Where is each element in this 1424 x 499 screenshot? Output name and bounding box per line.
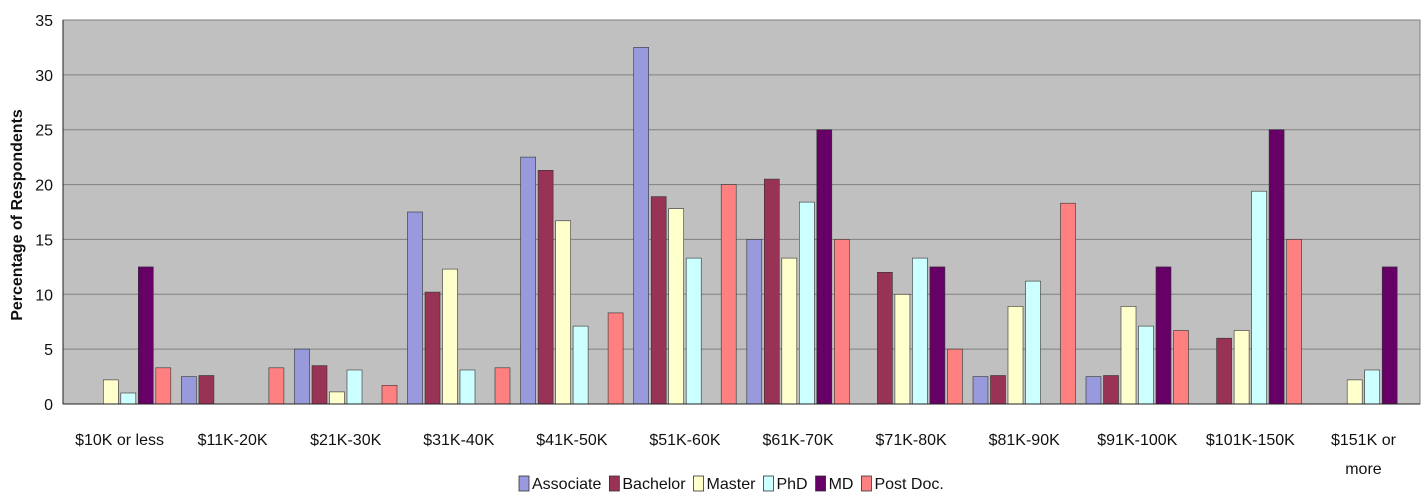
bar [972,376,989,405]
bar [607,312,624,405]
x-tick-label: $51K-60K [649,432,720,449]
bar [1060,202,1076,405]
bar [746,239,763,405]
x-tick-label: $11K-20K [198,432,268,449]
x-tick-label: $101K-150K [1206,432,1295,449]
bar [1346,379,1363,405]
bar [816,129,833,405]
x-tick-label: $31K-40K [423,432,494,449]
x-tick-label: $71K-80K [876,432,947,449]
y-tick-label: 15 [35,232,53,249]
legend-label: Master [707,476,757,493]
bar [877,271,893,405]
x-tick-label: $61K-70K [762,432,833,449]
bar [990,375,1006,405]
legend-swatch [861,475,872,492]
y-tick-label: 0 [44,397,53,414]
bar [1085,376,1102,405]
plot-area [62,19,1421,405]
bar [633,47,650,405]
bar [1155,266,1172,405]
bar [1364,369,1380,405]
x-tick-label: $10K or less [75,432,164,449]
bar [381,384,398,405]
legend-swatch [608,475,620,492]
bar [459,369,476,405]
bar [520,156,536,405]
x-tick-labels: $10K or less $11K-20K $21K-30K $31K-40K $41K… [75,432,1397,478]
bar [181,376,197,405]
bar [138,266,154,405]
bar [442,268,458,405]
bar [555,220,571,405]
y-tick-label: 10 [35,287,53,304]
bar [1286,239,1302,405]
bar [1120,306,1137,405]
bar [494,367,511,405]
bar [311,365,328,405]
y-tick-label: 25 [35,123,53,140]
bar [155,367,172,405]
legend-swatch [763,475,774,492]
legend-label: Associate [532,476,601,493]
bar [1233,330,1250,405]
bar [798,201,815,405]
bar [103,379,119,405]
bar [572,325,589,405]
y-tick-labels: 0 5 10 15 20 25 30 35 [35,13,53,414]
y-tick-label: 35 [35,13,53,30]
bar [329,391,345,405]
bar [763,178,780,405]
x-tick-label: $151K or more [1331,432,1397,478]
bar [685,257,702,405]
legend-label: Post Doc. [874,476,943,493]
gridlines [63,19,1420,350]
legend: Associate Bachelor Master PhD MD Post Doc. [518,475,944,493]
bar [346,369,363,405]
bar [1268,129,1285,405]
bar [1025,280,1041,405]
bar [1138,325,1154,405]
bar [947,348,963,405]
x-tick-label: $81K-90K [989,432,1060,449]
bar [720,184,737,405]
bar [1007,306,1024,405]
x-tick-label: $91K-100K [1097,432,1177,449]
legend-swatch [693,475,704,492]
bar [1216,337,1232,405]
legend-label: MD [829,476,854,493]
bar [294,348,310,405]
bar [537,170,554,405]
x-tick-label: $21K-30K [310,432,381,449]
y-tick-label: 5 [44,342,53,359]
bar [668,208,685,405]
legend-label: PhD [776,476,807,493]
bar [1103,375,1119,405]
bar [120,392,137,405]
bar [929,266,946,405]
x-tick-label: $41K-50K [536,432,607,449]
bar [912,257,928,405]
y-tick-label: 30 [35,68,53,85]
bar [424,291,441,405]
bar [1381,266,1398,405]
legend-label: Bachelor [622,476,686,493]
y-tick-label: 20 [35,178,53,195]
bar [1173,330,1189,405]
bar [894,293,911,405]
bar [1251,190,1267,405]
bar [650,196,667,405]
legend-swatch [815,475,826,492]
bar [781,257,798,405]
bar [198,375,215,405]
bar [833,239,850,405]
y-axis-label: Percentage of Respondents [9,109,26,321]
legend-swatch [518,475,530,492]
bar [268,367,285,405]
bar [407,211,423,405]
